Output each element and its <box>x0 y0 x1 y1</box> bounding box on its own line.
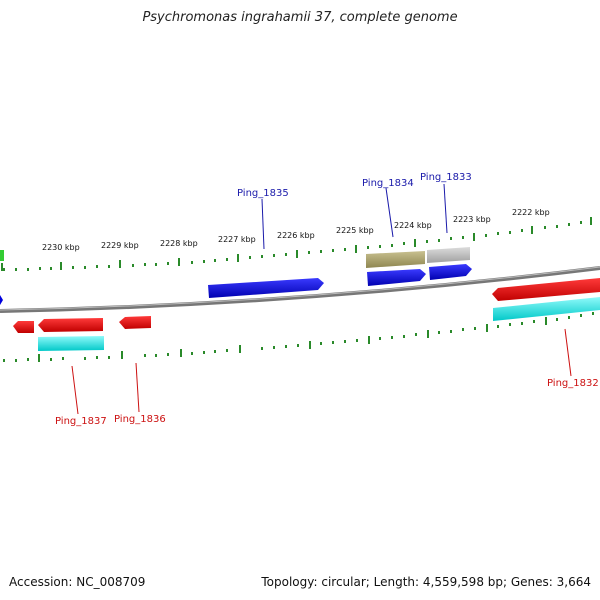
tick-label: 2225 kbp <box>336 226 374 235</box>
lower-tick-dots <box>3 312 594 362</box>
tick-label: 2226 kbp <box>277 231 315 240</box>
gene-fragment-blue[interactable] <box>0 295 3 305</box>
gene-fragment-green[interactable] <box>0 250 4 261</box>
leader-ping-1836 <box>135 362 140 413</box>
gene-label-ping-1836[interactable]: Ping_1836 <box>114 414 166 425</box>
leader-ping-1837 <box>71 365 79 415</box>
tick-label: 2230 kbp <box>42 243 80 252</box>
gene-fragment-red-left[interactable] <box>13 321 34 333</box>
upper-major-ticks <box>1 217 592 271</box>
leader-ping-1833 <box>443 183 448 234</box>
gene-ping-1833-arrow[interactable] <box>429 264 472 280</box>
tick-label: 2229 kbp <box>101 241 139 250</box>
gene-ping-1836-arrow[interactable] <box>119 316 151 329</box>
gene-ping-1834-arrow[interactable] <box>367 269 426 286</box>
lower-major-ticks <box>38 317 547 362</box>
tick-label: 2224 kbp <box>394 221 432 230</box>
genome-backbone-highlight <box>0 266 600 311</box>
cds-ping-1832-arrow[interactable] <box>493 297 600 321</box>
cds-ping-1833-arrow[interactable] <box>427 247 470 263</box>
tick-label: 2227 kbp <box>218 235 256 244</box>
leader-ping-1832 <box>564 328 572 377</box>
map-title: Psychromonas ingrahamii 37, complete gen… <box>142 10 458 25</box>
leader-ping-1834 <box>385 187 394 238</box>
cds-ping-1834-arrow[interactable] <box>366 251 425 268</box>
gene-ping-1835-arrow[interactable] <box>208 278 324 298</box>
gene-label-ping-1833[interactable]: Ping_1833 <box>420 172 472 183</box>
gene-label-ping-1837[interactable]: Ping_1837 <box>55 416 107 427</box>
gene-ping-1832-arrow[interactable] <box>492 278 600 301</box>
cds-ping-1837-arrow[interactable] <box>38 336 104 351</box>
tick-label: 2222 kbp <box>512 208 550 217</box>
gene-label-ping-1835[interactable]: Ping_1835 <box>237 188 289 199</box>
upper-tick-dots <box>3 221 582 271</box>
gene-ping-1837-arrow[interactable] <box>38 318 103 332</box>
leader-ping-1835 <box>261 198 265 250</box>
gene-label-ping-1834[interactable]: Ping_1834 <box>362 178 414 189</box>
tick-label: 2223 kbp <box>453 215 491 224</box>
genome-backbone <box>0 266 600 313</box>
gene-label-ping-1832[interactable]: Ping_1832 <box>547 378 599 389</box>
tick-label: 2228 kbp <box>160 239 198 248</box>
accession-text: Accession: NC_008709 <box>9 575 146 589</box>
genome-summary-text: Topology: circular; Length: 4,559,598 bp… <box>261 575 591 589</box>
